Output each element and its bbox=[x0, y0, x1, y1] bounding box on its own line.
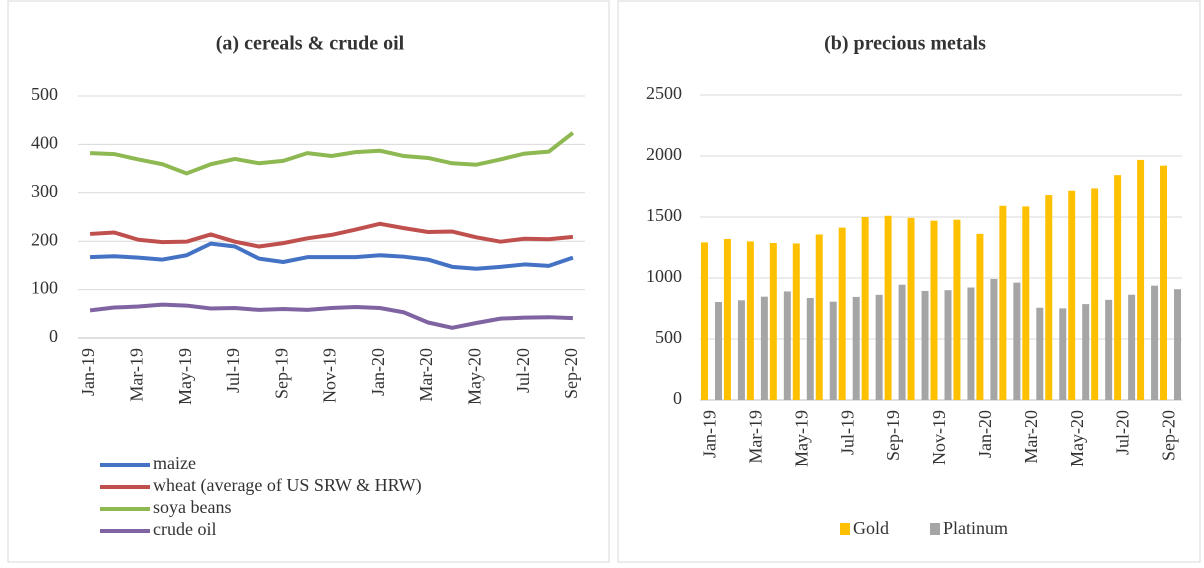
line bbox=[89, 302, 574, 330]
bar bbox=[990, 278, 998, 400]
bar bbox=[944, 290, 952, 400]
bar bbox=[861, 217, 869, 400]
bar bbox=[1174, 289, 1182, 400]
bar bbox=[953, 219, 961, 400]
bar bbox=[783, 291, 791, 400]
x-tick-label: Jul-19 bbox=[223, 348, 243, 393]
x-tick-label: May-20 bbox=[464, 348, 484, 405]
bar bbox=[976, 233, 984, 400]
x-tick-label: Sep-19 bbox=[883, 410, 903, 461]
bar bbox=[714, 302, 722, 400]
x-tick-label: Sep-19 bbox=[271, 348, 291, 399]
bar bbox=[1160, 165, 1168, 400]
y-tick-label: 2000 bbox=[646, 144, 682, 164]
bar bbox=[723, 238, 731, 400]
panel-b bbox=[617, 0, 1201, 563]
bar bbox=[1137, 159, 1145, 400]
bar bbox=[930, 220, 938, 400]
bar bbox=[792, 243, 800, 400]
legend-label: soya beans bbox=[153, 497, 231, 517]
x-tick-label: Jul-19 bbox=[837, 410, 857, 455]
bar bbox=[1045, 195, 1053, 400]
y-tick-label: 0 bbox=[673, 388, 682, 408]
y-tick-label: 500 bbox=[31, 84, 58, 104]
line bbox=[89, 241, 574, 271]
x-tick-label: Nov-19 bbox=[320, 348, 340, 403]
bar bbox=[1082, 304, 1090, 400]
x-tick-label: Jan-19 bbox=[78, 348, 98, 396]
x-tick-label: Mar-19 bbox=[746, 410, 766, 464]
panel-a bbox=[7, 0, 610, 563]
legend-label: crude oil bbox=[153, 519, 216, 539]
bar bbox=[806, 298, 814, 400]
bar bbox=[1022, 206, 1030, 400]
chart-title: (b) precious metals bbox=[824, 33, 986, 55]
bar bbox=[1059, 308, 1067, 400]
bar bbox=[907, 217, 915, 400]
bar bbox=[769, 242, 777, 400]
bar bbox=[999, 205, 1007, 400]
bar bbox=[898, 284, 906, 400]
bar bbox=[1105, 299, 1113, 400]
y-tick-label: 100 bbox=[31, 278, 58, 298]
y-tick-label: 2500 bbox=[646, 83, 682, 103]
x-tick-label: May-19 bbox=[175, 348, 195, 405]
x-tick-label: Jan-20 bbox=[368, 348, 388, 396]
bar bbox=[1068, 190, 1076, 400]
bar bbox=[838, 227, 846, 400]
line bbox=[89, 221, 574, 249]
bar bbox=[967, 287, 975, 400]
x-tick-label: Sep-20 bbox=[1159, 410, 1179, 461]
x-tick-label: May-20 bbox=[1067, 410, 1087, 467]
x-tick-label: Jan-20 bbox=[975, 410, 995, 458]
y-tick-label: 500 bbox=[655, 327, 682, 347]
legend-label: wheat (average of US SRW & HRW) bbox=[153, 475, 422, 496]
bar bbox=[815, 234, 823, 400]
bar bbox=[700, 242, 708, 400]
bar bbox=[1036, 307, 1044, 400]
x-tick-label: Jan-19 bbox=[700, 410, 720, 458]
y-tick-label: 200 bbox=[31, 229, 58, 249]
x-tick-label: Mar-19 bbox=[126, 348, 146, 402]
bar bbox=[921, 290, 929, 400]
bar bbox=[1091, 188, 1099, 400]
bar bbox=[1114, 175, 1122, 400]
bar bbox=[1151, 285, 1159, 400]
bar bbox=[760, 296, 768, 400]
legend-label: Gold bbox=[853, 518, 889, 538]
x-tick-label: Nov-19 bbox=[929, 410, 949, 465]
bar bbox=[875, 294, 883, 400]
x-tick-label: Jul-20 bbox=[1113, 410, 1133, 455]
bar bbox=[737, 300, 745, 400]
bar bbox=[1013, 282, 1021, 400]
y-tick-label: 400 bbox=[31, 133, 58, 153]
legend-swatch bbox=[840, 523, 850, 535]
line bbox=[89, 131, 575, 176]
x-tick-label: Jul-20 bbox=[513, 348, 533, 393]
legend-label: Platinum bbox=[943, 518, 1008, 538]
bar bbox=[852, 296, 860, 400]
x-tick-label: May-19 bbox=[791, 410, 811, 467]
y-tick-label: 1500 bbox=[646, 205, 682, 225]
bar bbox=[829, 301, 837, 400]
legend-swatch bbox=[930, 523, 940, 535]
x-tick-label: Mar-20 bbox=[1021, 410, 1041, 464]
y-tick-label: 300 bbox=[31, 181, 58, 201]
legend-label: maize bbox=[153, 453, 196, 473]
bar bbox=[884, 215, 892, 400]
y-tick-label: 1000 bbox=[646, 266, 682, 286]
chart-title: (a) cereals & crude oil bbox=[216, 33, 405, 55]
bar bbox=[746, 241, 754, 400]
x-tick-label: Mar-20 bbox=[416, 348, 436, 402]
bar bbox=[1128, 294, 1136, 400]
x-tick-label: Sep-20 bbox=[561, 348, 581, 399]
y-tick-label: 0 bbox=[49, 326, 58, 346]
